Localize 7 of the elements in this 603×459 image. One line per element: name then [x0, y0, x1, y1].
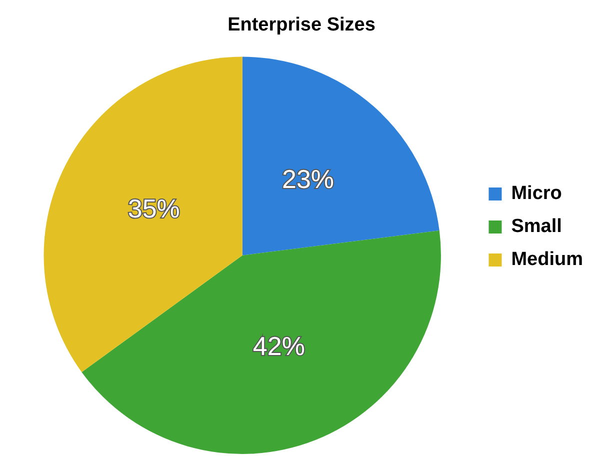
data-label: 23%: [282, 164, 334, 194]
legend-label: Micro: [511, 183, 562, 204]
legend-label: Medium: [511, 249, 583, 270]
data-label: 42%: [252, 330, 305, 361]
legend-label: Small: [511, 216, 562, 238]
chart-title: Enterprise Sizes: [228, 14, 376, 36]
data-label: 35%: [128, 193, 180, 224]
